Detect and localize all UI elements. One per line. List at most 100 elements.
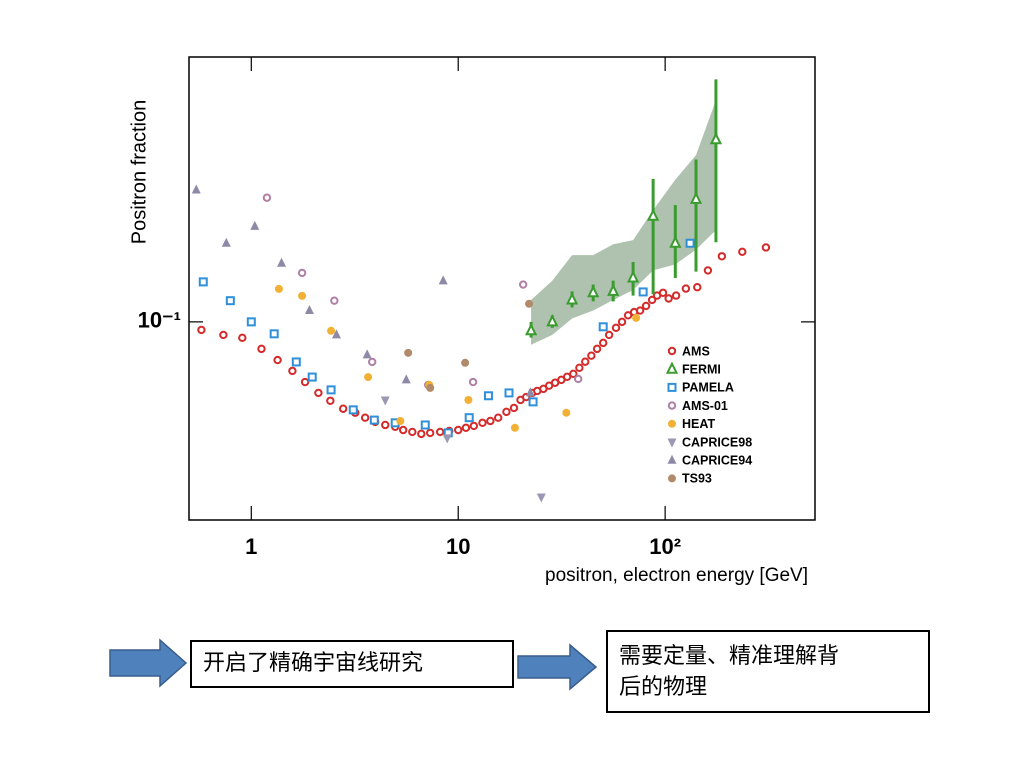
marker — [197, 325, 206, 335]
legend-label: HEAT — [682, 417, 715, 431]
marker — [326, 385, 336, 395]
marker — [464, 413, 474, 423]
marker — [420, 420, 430, 430]
marker — [360, 413, 370, 422]
marker — [681, 284, 691, 293]
marker — [461, 358, 470, 367]
legend-label: TS93 — [682, 472, 712, 486]
marker — [761, 243, 771, 252]
marker — [604, 330, 614, 340]
marker — [587, 285, 600, 298]
marker — [667, 346, 677, 356]
marker — [362, 349, 372, 359]
marker — [274, 284, 283, 293]
marker — [417, 429, 426, 439]
marker — [632, 313, 641, 322]
marker — [581, 357, 590, 366]
marker — [647, 295, 657, 305]
error-band — [531, 100, 716, 345]
marker — [709, 132, 723, 145]
note-text: 需要定量、精准理解背 — [619, 644, 839, 669]
legend-label: PAMELA — [682, 381, 734, 395]
marker — [269, 329, 279, 339]
marker — [330, 296, 339, 305]
marker — [246, 317, 256, 327]
marker — [257, 344, 266, 354]
marker — [565, 292, 579, 305]
marker — [277, 257, 287, 267]
marker — [665, 361, 679, 374]
marker — [641, 301, 651, 311]
plot-layer: 1 10 10² 10⁻¹ AMS FERMI PAMELA AMS-01 HEAT CAPRIC… — [138, 57, 815, 559]
marker — [668, 474, 676, 483]
marker — [525, 299, 534, 308]
marker — [693, 283, 702, 292]
marker — [483, 391, 493, 401]
marker — [435, 427, 445, 437]
marker — [667, 401, 677, 410]
marker — [575, 363, 584, 372]
marker — [671, 291, 681, 300]
marker — [225, 296, 235, 306]
arrow — [109, 638, 188, 688]
marker — [369, 415, 379, 425]
marker — [464, 395, 473, 404]
marker — [493, 413, 503, 422]
marker — [291, 357, 301, 367]
marker — [510, 423, 519, 432]
legend: AMS FERMI PAMELA AMS-01 HEAT CAPRICE98 CAPRICE… — [665, 344, 752, 486]
marker — [300, 377, 310, 387]
marker — [478, 418, 487, 428]
marker — [401, 374, 411, 384]
marker — [668, 419, 676, 428]
marker — [191, 184, 201, 194]
note-box — [190, 640, 514, 688]
marker — [331, 329, 341, 339]
marker — [592, 344, 602, 354]
marker — [525, 387, 535, 397]
marker — [288, 366, 297, 376]
marker — [304, 305, 314, 315]
legend-label: FERMI — [682, 362, 721, 376]
marker — [504, 388, 514, 398]
marker — [198, 277, 208, 287]
marker — [598, 322, 608, 332]
marker — [486, 416, 495, 426]
x-tick-label: 10² — [649, 534, 681, 559]
marker — [238, 333, 247, 343]
legend-label: CAPRICE98 — [682, 435, 752, 449]
marker — [326, 396, 335, 405]
marker — [298, 291, 307, 300]
marker — [667, 382, 677, 392]
marker — [509, 403, 519, 413]
x-axis-label: positron, electron energy [GeV] — [545, 565, 808, 586]
marker — [364, 373, 373, 382]
marker — [396, 416, 405, 425]
marker — [617, 317, 627, 327]
marker — [442, 434, 452, 444]
marker — [667, 454, 677, 464]
marker — [536, 493, 546, 503]
note-box — [606, 630, 930, 713]
marker — [562, 372, 572, 382]
marker — [221, 237, 231, 247]
marker — [667, 438, 677, 448]
marker — [262, 193, 272, 202]
legend-label: AMS — [682, 344, 710, 358]
note-text: 开启了精确宇宙线研究 — [203, 651, 423, 676]
marker — [635, 306, 645, 315]
marker — [562, 408, 571, 417]
marker — [219, 330, 228, 340]
marker — [368, 357, 377, 367]
marker — [469, 421, 479, 431]
marker — [638, 287, 648, 297]
marker — [518, 280, 528, 289]
arrow — [517, 643, 598, 691]
marker — [587, 351, 596, 360]
marker — [524, 323, 538, 336]
x-tick-label: 10 — [446, 534, 470, 559]
marker — [250, 220, 260, 230]
marker — [607, 283, 620, 296]
legend-label: AMS-01 — [682, 399, 728, 413]
marker — [426, 383, 435, 392]
